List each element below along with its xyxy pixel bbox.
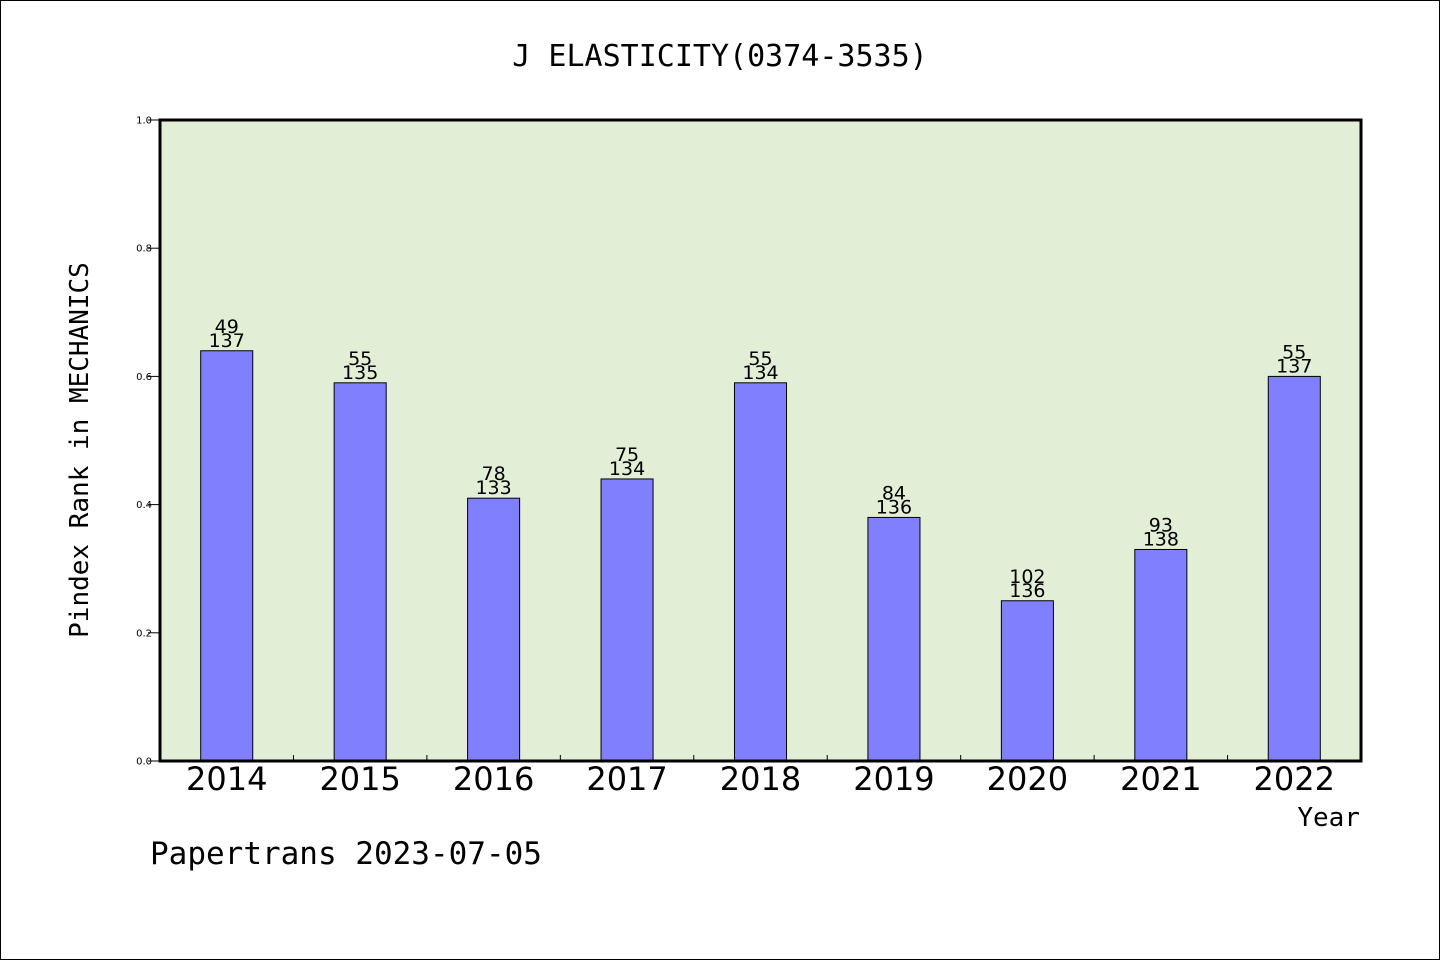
x-tick-label: 2022 xyxy=(1254,760,1335,798)
x-tick-label: 2020 xyxy=(987,760,1068,798)
bar-2018 xyxy=(733,382,788,762)
x-axis-label: Year xyxy=(1297,803,1360,833)
bar-rank-label: 49 xyxy=(215,316,239,338)
bar-rank-label: 102 xyxy=(1009,566,1045,588)
bar-labels-group: 4913755135781337513455134841361021369313… xyxy=(209,316,1313,602)
bar-2021 xyxy=(1134,548,1188,762)
bar-total-label: 134 xyxy=(609,458,645,480)
bar-2016 xyxy=(467,497,521,762)
y-tick-label: 0.8 xyxy=(136,244,152,255)
x-tick-label: 2018 xyxy=(720,760,801,798)
bar-rank-label: 55 xyxy=(1282,341,1306,363)
y-tick-label: 0.0 xyxy=(136,757,152,768)
bar-rank-label: 55 xyxy=(748,348,772,370)
y-tick-label: 1.0 xyxy=(136,116,152,127)
x-tick-label: 2019 xyxy=(853,760,934,798)
bar-total-label: 136 xyxy=(1009,580,1045,602)
chart-title: J ELASTICITY(0374-3535) xyxy=(512,39,927,74)
bar-2015 xyxy=(333,382,387,762)
bar-total-label: 137 xyxy=(209,330,245,352)
bar-rank-label: 78 xyxy=(482,463,506,485)
x-ticks-group: 2014 2015 2016 2017 2018 2019 2020 2021 2022 xyxy=(186,755,1335,798)
bar-rank-label: 93 xyxy=(1149,514,1173,536)
bar-2020 xyxy=(1000,600,1054,762)
footer-text: Papertrans 2023-07-05 xyxy=(150,836,542,872)
y-ticks-group: 0.0 0.2 0.4 0.6 0.8 1.0 xyxy=(136,116,160,768)
bar-2019 xyxy=(867,516,921,762)
bar-total-label: 134 xyxy=(742,362,778,384)
plot-border xyxy=(158,118,1363,763)
y-axis-label: Pindex Rank in MECHANICS xyxy=(65,262,95,638)
bar-2022 xyxy=(1267,375,1321,762)
x-tick-label: 2021 xyxy=(1120,760,1201,798)
bar-rank-label: 84 xyxy=(882,482,906,504)
y-tick-label: 0.4 xyxy=(136,500,152,511)
x-tick-label: 2016 xyxy=(453,760,534,798)
bar-2017 xyxy=(600,478,654,762)
x-tick-label: 2017 xyxy=(586,760,667,798)
bars-group xyxy=(200,350,1321,762)
bar-2014 xyxy=(200,350,254,762)
bar-rank-label: 55 xyxy=(348,348,372,370)
bar-total-label: 138 xyxy=(1143,528,1179,550)
x-tick-label: 2015 xyxy=(319,760,400,798)
bar-total-label: 133 xyxy=(475,477,511,499)
y-tick-label: 0.6 xyxy=(136,372,152,383)
bar-total-label: 136 xyxy=(876,496,912,518)
bar-total-label: 135 xyxy=(342,362,378,384)
bar-rank-label: 75 xyxy=(615,444,639,466)
x-tick-label: 2014 xyxy=(186,760,267,798)
bar-total-label: 137 xyxy=(1276,355,1312,377)
y-tick-label: 0.2 xyxy=(136,628,152,639)
